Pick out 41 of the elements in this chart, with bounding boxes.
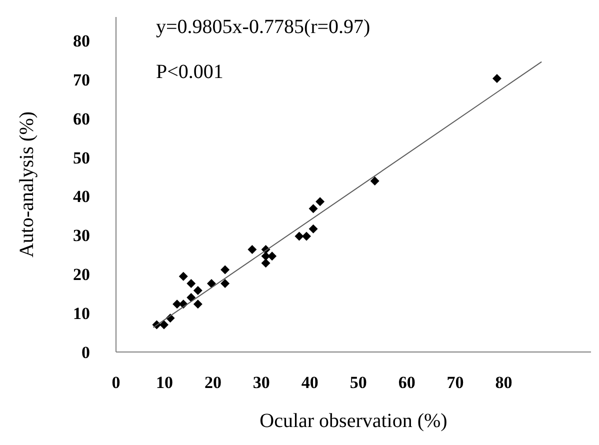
x-tick-label: 30 — [252, 373, 270, 392]
point — [370, 176, 380, 186]
point — [268, 252, 277, 261]
point — [316, 197, 325, 206]
point — [248, 245, 257, 254]
point — [308, 224, 318, 234]
y-tick-label: 70 — [73, 70, 90, 90]
y-tick-label: 60 — [73, 109, 90, 128]
y-tick-label: 80 — [73, 31, 90, 50]
point — [294, 232, 304, 241]
point — [220, 278, 230, 288]
point — [492, 74, 502, 84]
x-tick-label: 70 — [446, 373, 464, 392]
annotation: y=0.9805x-0.7785(r=0.97) — [156, 16, 370, 39]
y-tick-label: 30 — [73, 226, 90, 246]
x-tick-label: 10 — [156, 373, 173, 392]
x-tick-label: 60 — [398, 373, 416, 392]
point — [308, 204, 318, 214]
x-tick-label: 50 — [350, 373, 367, 392]
point — [206, 278, 216, 288]
annotation: P<0.001 — [156, 61, 224, 84]
y-tick-label: 0 — [82, 343, 90, 362]
point — [261, 258, 270, 268]
point — [302, 232, 311, 241]
y-tick-label: 20 — [73, 265, 90, 284]
x-axis-title: Ocular observation (%) — [260, 410, 448, 432]
point — [193, 286, 202, 295]
point — [178, 272, 188, 281]
x-tick-label: 20 — [204, 373, 222, 392]
point — [193, 300, 202, 309]
point — [186, 292, 196, 302]
x-tick-label: 40 — [301, 373, 318, 392]
x-tick-label: 0 — [112, 373, 120, 392]
x-tick-label: 80 — [495, 373, 512, 392]
point — [159, 320, 168, 330]
point — [186, 278, 196, 288]
y-tick-label: 10 — [73, 304, 90, 324]
point — [220, 265, 230, 274]
y-tick-label: 50 — [73, 148, 90, 168]
y-axis-title: Auto-analysis (%) — [16, 111, 38, 258]
y-tick-label: 40 — [73, 187, 90, 206]
